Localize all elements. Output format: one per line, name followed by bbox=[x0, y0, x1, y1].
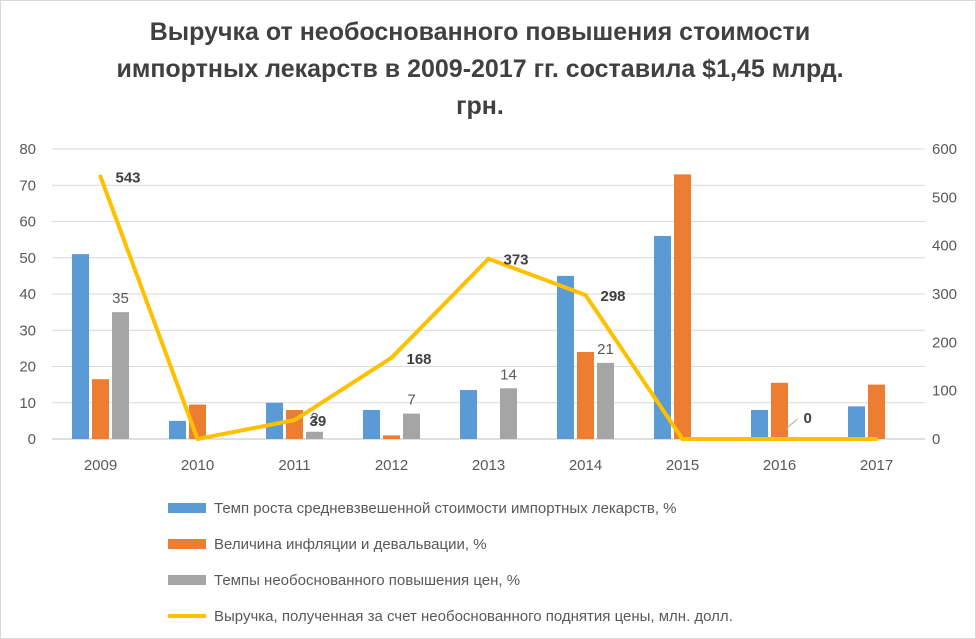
x-tick-label: 2009 bbox=[84, 457, 117, 474]
y-right-tick-label: 500 bbox=[932, 189, 957, 206]
line-data-label: 373 bbox=[504, 252, 529, 269]
line-point bbox=[874, 437, 879, 441]
line-point bbox=[777, 437, 782, 441]
bar-series-3 bbox=[500, 388, 517, 439]
y-left-tick-label: 30 bbox=[19, 322, 36, 339]
y-left-tick-label: 10 bbox=[19, 395, 36, 412]
y-left-tick-label: 0 bbox=[28, 431, 36, 448]
bar-series-1 bbox=[266, 402, 283, 439]
legend-label: Темп роста средневзвешенной стоимости им… bbox=[214, 499, 677, 517]
bar-data-label: 2 bbox=[310, 410, 318, 427]
y-left-tick-label: 50 bbox=[19, 250, 36, 267]
bar-series-2 bbox=[383, 435, 400, 439]
x-tick-label: 2014 bbox=[569, 457, 602, 474]
label-leader-line bbox=[785, 418, 798, 430]
bar-series-1 bbox=[460, 390, 477, 439]
bar-series-3 bbox=[306, 431, 323, 439]
x-tick-label: 2011 bbox=[278, 457, 310, 474]
line-data-label: 39 bbox=[310, 413, 327, 430]
legend: Темп роста средневзвешенной стоимости им… bbox=[168, 490, 928, 634]
bar-series-2 bbox=[771, 382, 788, 439]
x-tick-label: 2015 bbox=[666, 457, 699, 474]
line-point bbox=[195, 437, 200, 441]
line-data-label: 298 bbox=[601, 288, 626, 305]
y-left-tick-label: 20 bbox=[19, 359, 36, 376]
line-data-label: 168 bbox=[407, 351, 432, 368]
legend-item: Темпы необоснованного повышения цен, % bbox=[168, 562, 928, 598]
data-labels: 35 2 7 14 21 543 39 168 373 298 0 bbox=[112, 170, 812, 431]
bar-series-1 bbox=[848, 406, 865, 439]
x-tick-label: 2016 bbox=[763, 457, 796, 474]
y-left-tick-label: 70 bbox=[19, 177, 36, 194]
legend-label: Величина инфляции и девальвации, % bbox=[214, 535, 487, 553]
legend-swatch bbox=[168, 614, 206, 618]
bar-series-2 bbox=[577, 352, 594, 439]
bar-series-1 bbox=[654, 236, 671, 439]
bar-series-1 bbox=[72, 254, 89, 439]
y-right-tick-label: 400 bbox=[932, 238, 957, 255]
bar-series-1 bbox=[751, 410, 768, 439]
legend-label: Выручка, полученная за счет необоснованн… bbox=[214, 607, 733, 625]
bar-series-1 bbox=[363, 410, 380, 439]
line-data-label: 543 bbox=[116, 170, 141, 187]
line-point bbox=[292, 418, 297, 423]
bar-series-3 bbox=[112, 312, 129, 439]
x-tick-label: 2010 bbox=[181, 457, 214, 474]
axis-labels: 0102030405060708001002003004005006002009… bbox=[19, 141, 957, 474]
revenue-line bbox=[98, 175, 877, 441]
legend-swatch bbox=[168, 539, 206, 549]
bar-data-label: 14 bbox=[500, 366, 517, 383]
legend-item: Темп роста средневзвешенной стоимости им… bbox=[168, 490, 928, 526]
y-right-tick-label: 100 bbox=[932, 383, 957, 400]
y-right-tick-label: 300 bbox=[932, 286, 957, 303]
bar-data-label: 35 bbox=[112, 290, 129, 307]
bar-series-1 bbox=[169, 420, 186, 439]
bar-data-label: 21 bbox=[597, 341, 614, 358]
bar-series-1 bbox=[557, 275, 574, 439]
line-point bbox=[680, 437, 685, 441]
bar-series-2 bbox=[92, 379, 109, 439]
bar-series-3 bbox=[403, 413, 420, 439]
y-left-tick-label: 40 bbox=[19, 286, 36, 303]
x-tick-label: 2017 bbox=[860, 457, 893, 474]
line-point bbox=[486, 256, 491, 261]
line-point bbox=[389, 355, 394, 360]
bar-series-2 bbox=[674, 174, 691, 439]
bar-series-3 bbox=[597, 362, 614, 439]
revenue-line-layer bbox=[98, 174, 879, 441]
y-right-tick-label: 200 bbox=[932, 334, 957, 351]
y-left-tick-label: 60 bbox=[19, 214, 36, 231]
bar-data-label: 7 bbox=[407, 392, 415, 409]
y-right-tick-label: 0 bbox=[932, 431, 940, 448]
bar-series-2 bbox=[868, 384, 885, 439]
legend-item: Выручка, полученная за счет необоснованн… bbox=[168, 598, 928, 634]
line-point bbox=[98, 174, 103, 179]
legend-item: Величина инфляции и девальвации, % bbox=[168, 526, 928, 562]
bars bbox=[72, 174, 885, 439]
x-tick-label: 2012 bbox=[375, 457, 408, 474]
line-point bbox=[583, 292, 588, 297]
x-tick-label: 2013 bbox=[472, 457, 505, 474]
legend-swatch bbox=[168, 575, 206, 585]
y-left-tick-label: 80 bbox=[19, 141, 36, 158]
legend-swatch bbox=[168, 503, 206, 513]
line-data-label: 0 bbox=[804, 410, 812, 427]
legend-label: Темпы необоснованного повышения цен, % bbox=[214, 571, 521, 589]
chart-title: Выручка от необоснованного повышения сто… bbox=[116, 18, 844, 120]
y-right-tick-label: 600 bbox=[932, 141, 957, 158]
